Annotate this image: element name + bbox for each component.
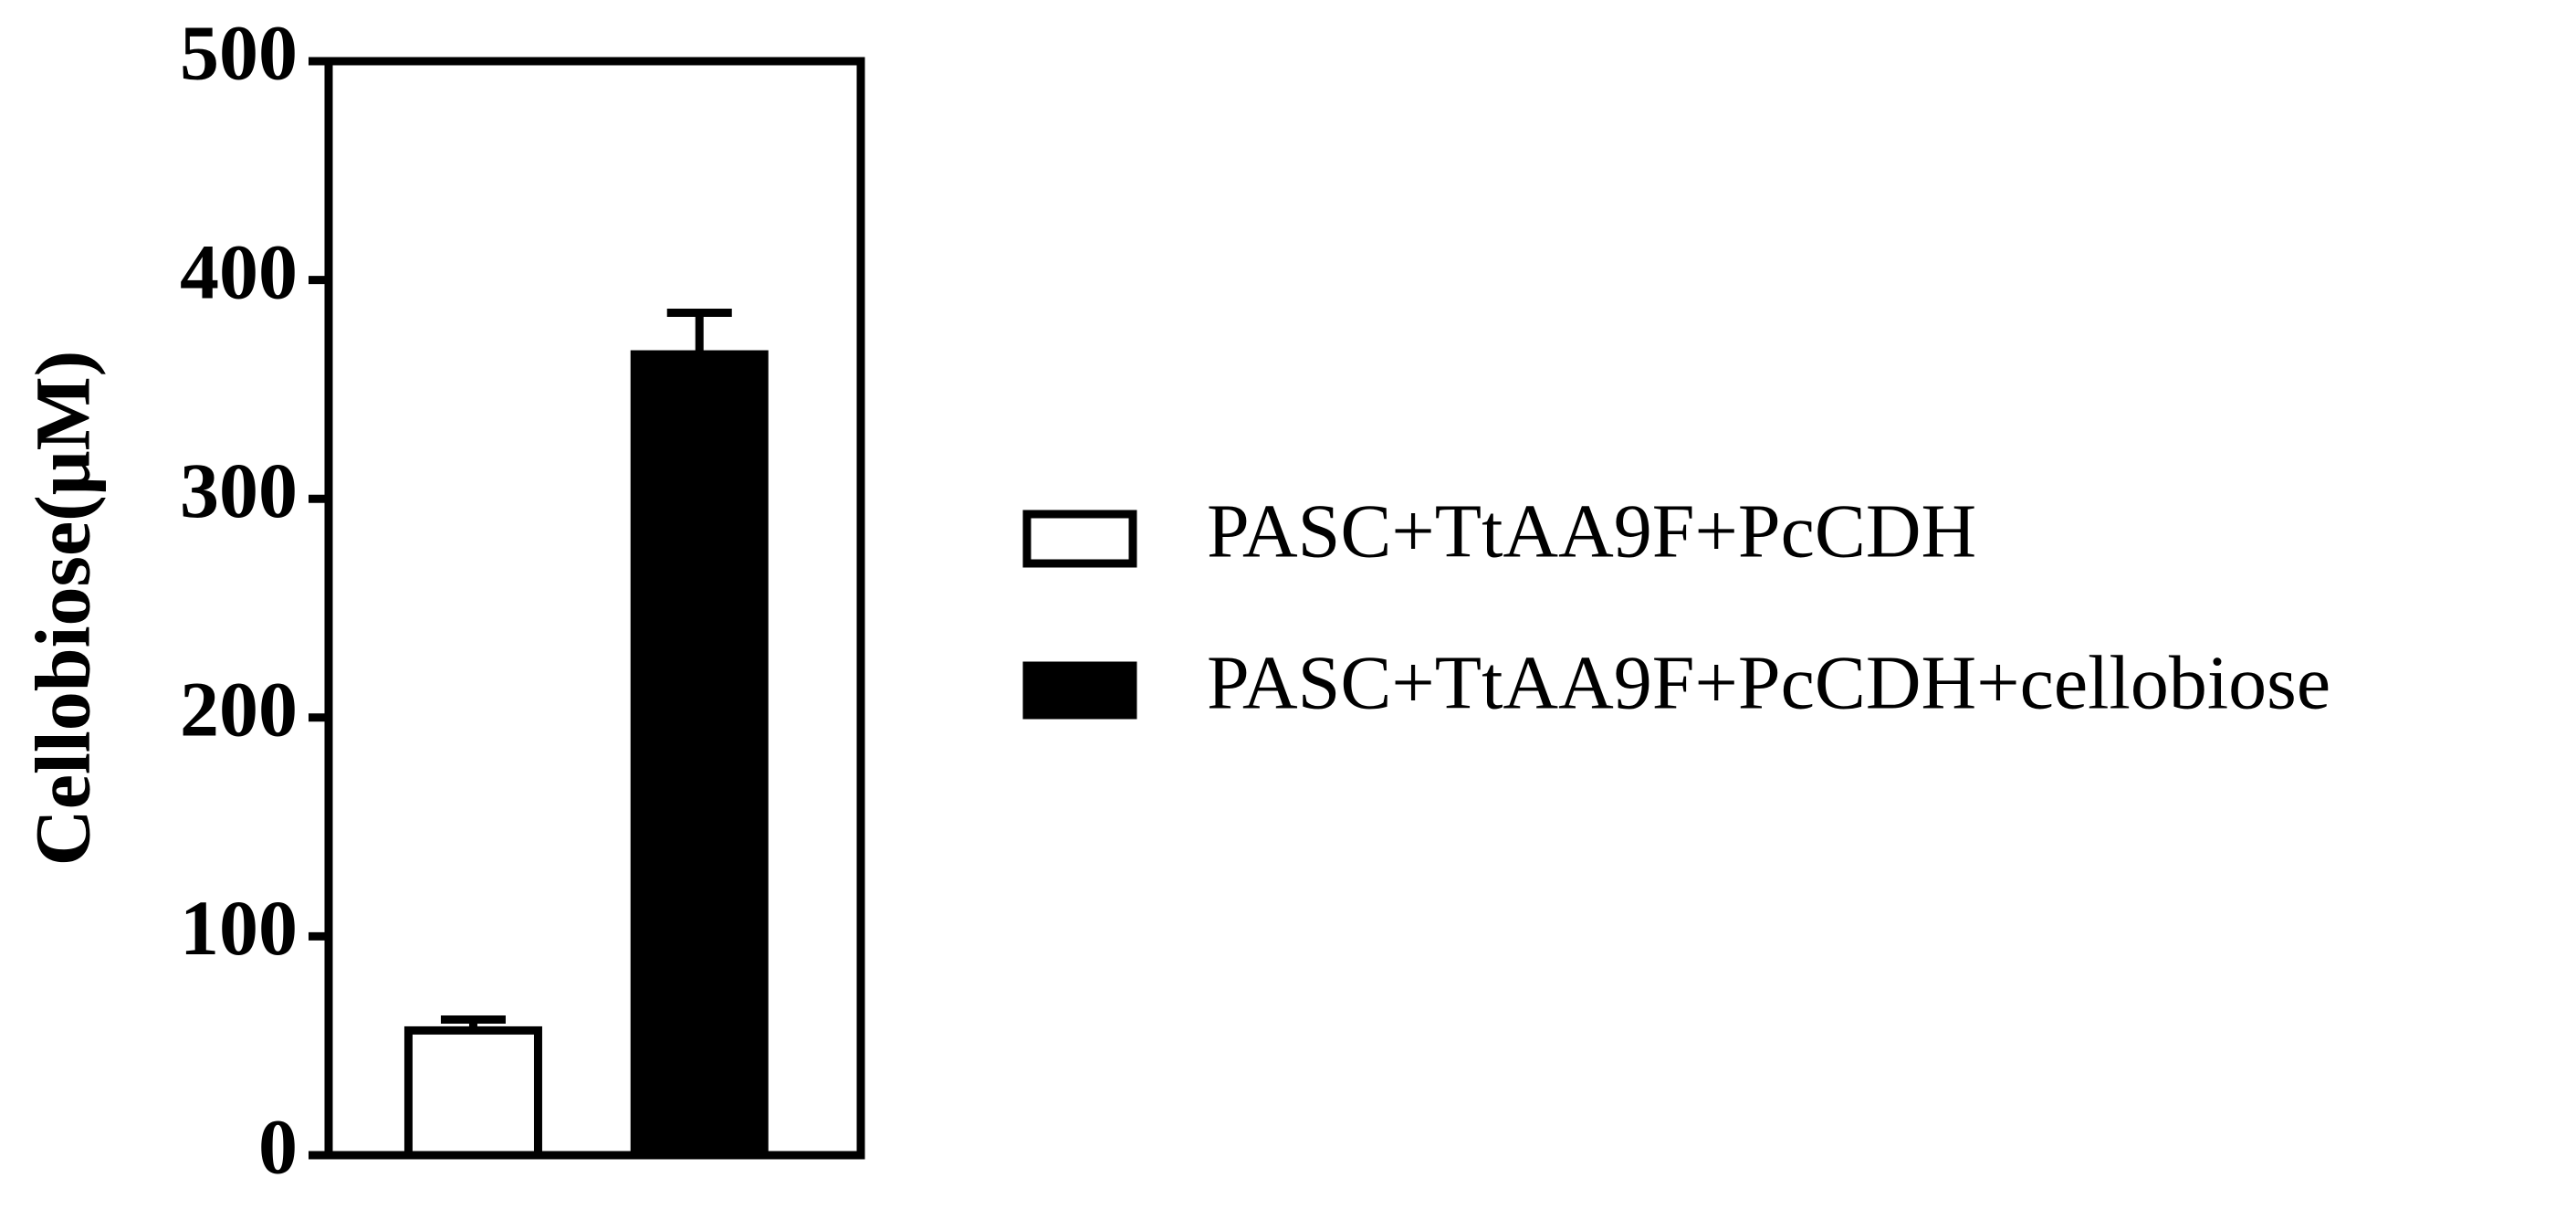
bar xyxy=(403,1025,542,1160)
y-tick-label: 400 xyxy=(180,227,298,315)
legend-swatch xyxy=(1022,661,1137,720)
legend-label: PASC+TtAA9F+PcCDH+cellobiose xyxy=(1207,640,2330,725)
y-tick-label: 300 xyxy=(180,447,298,534)
y-axis-title: Cellobiose(μM) xyxy=(19,351,107,867)
y-tick-label: 500 xyxy=(180,9,298,97)
plot-frame xyxy=(324,57,865,1160)
y-tick-label: 200 xyxy=(180,666,298,753)
y-tick-label: 100 xyxy=(180,884,298,972)
bar xyxy=(630,350,769,1160)
legend-label: PASC+TtAA9F+PcCDH xyxy=(1207,489,1976,573)
legend-swatch xyxy=(1022,510,1137,568)
y-tick-label: 0 xyxy=(258,1103,298,1191)
